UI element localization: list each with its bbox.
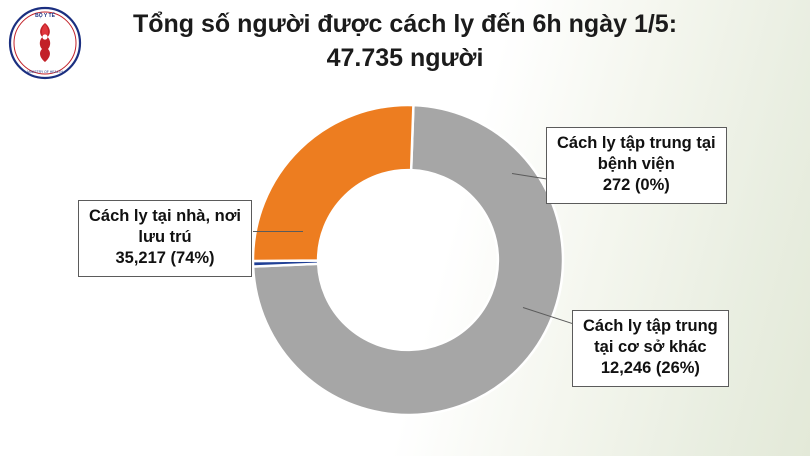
donut-chart	[243, 95, 573, 425]
callout-home-value: 35,217 (74%)	[115, 249, 215, 268]
callout-other-line2: tại cơ sở khác	[594, 338, 707, 357]
slice-home	[251, 103, 565, 417]
logo-bottom-text: MINISTRY OF HEALTH	[27, 70, 63, 74]
callout-home-line1: Cách ly tại nhà, nơi	[89, 207, 242, 225]
callout-other-facility-isolation: Cách ly tập trung tại cơ sở khác 12,246 …	[572, 310, 729, 388]
slice-other-facility	[251, 103, 415, 263]
chart-title-line2: 47.735 người	[326, 43, 484, 72]
donut-slices	[251, 103, 565, 417]
ministry-of-health-logo: BỘ Y TẾ MINISTRY OF HEALTH	[8, 6, 82, 80]
callout-home-isolation: Cách ly tại nhà, nơi lưu trú 35,217 (74%…	[78, 200, 253, 278]
callout-hospital-value: 272 (0%)	[602, 176, 670, 195]
callout-hospital-isolation: Cách ly tập trung tại bệnh viện 272 (0%)	[546, 127, 727, 205]
leader-line-home	[253, 231, 303, 232]
callout-other-value: 12,246 (26%)	[600, 359, 700, 378]
chart-title-line1: Tổng số người được cách ly đến 6h ngày 1…	[132, 10, 678, 38]
callout-home-line2: lưu trú	[138, 228, 192, 247]
chart-title: Tổng số người được cách ly đến 6h ngày 1…	[95, 8, 715, 76]
callout-other-line1: Cách ly tập trung	[583, 317, 718, 335]
callout-hospital-line1: Cách ly tập trung tại	[557, 134, 716, 152]
callout-hospital-line2: bệnh viện	[597, 155, 675, 174]
logo-top-text: BỘ Y TẾ	[35, 11, 55, 19]
